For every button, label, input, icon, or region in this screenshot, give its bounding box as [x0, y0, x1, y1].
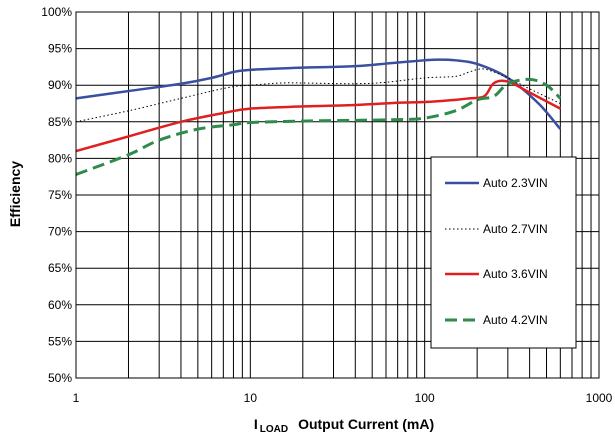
- legend: Auto 2.3VIN Auto 2.7VIN Auto 3.6VIN Auto 4.…: [430, 156, 577, 349]
- y-tick-label: 55%: [48, 334, 72, 348]
- x-axis-title-text: Output Current (mA): [298, 416, 434, 432]
- y-tick-label: 85%: [48, 115, 72, 129]
- series-line-4: [75, 77, 562, 176]
- y-axis-title: Efficiency: [7, 161, 23, 227]
- y-tick-label: 70%: [48, 225, 72, 239]
- legend-label-2: Auto 2.7VIN: [483, 222, 548, 236]
- y-tick-label: 100%: [41, 5, 72, 19]
- legend-label-4: Auto 4.2VIN: [483, 313, 548, 327]
- y-tick-label: 95%: [48, 42, 72, 56]
- y-tick-label: 50%: [48, 371, 72, 385]
- x-axis-title-subscript: LOAD: [260, 424, 288, 435]
- x-tick-label: 10: [244, 391, 258, 405]
- legend-box: [430, 156, 577, 349]
- plot-frame: [75, 11, 600, 379]
- y-tick-label: 90%: [48, 78, 72, 92]
- y-tick-label: 65%: [48, 261, 72, 275]
- x-axis-title-prefix: I: [254, 416, 258, 432]
- tick-label-layer: 100% 95% 90% 85% 80% 75% 70% 65% 60% 55% 50%1 10 100…: [41, 5, 612, 405]
- series-line-1: [75, 58, 562, 130]
- x-axis-title: I LOAD Output Current (mA): [254, 416, 434, 435]
- legend-label-3: Auto 3.6VIN: [483, 267, 548, 281]
- series-layer: [75, 58, 562, 176]
- y-tick-label: 80%: [48, 151, 72, 165]
- legend-label-1: Auto 2.3VIN: [483, 176, 548, 190]
- x-tick-label: 1000: [586, 391, 613, 405]
- y-tick-label: 75%: [48, 188, 72, 202]
- series-line-3: [75, 79, 561, 153]
- y-tick-label: 60%: [48, 298, 72, 312]
- x-tick-label: 1: [73, 391, 80, 405]
- series-line-2: [75, 68, 561, 123]
- x-tick-label: 100: [415, 391, 435, 405]
